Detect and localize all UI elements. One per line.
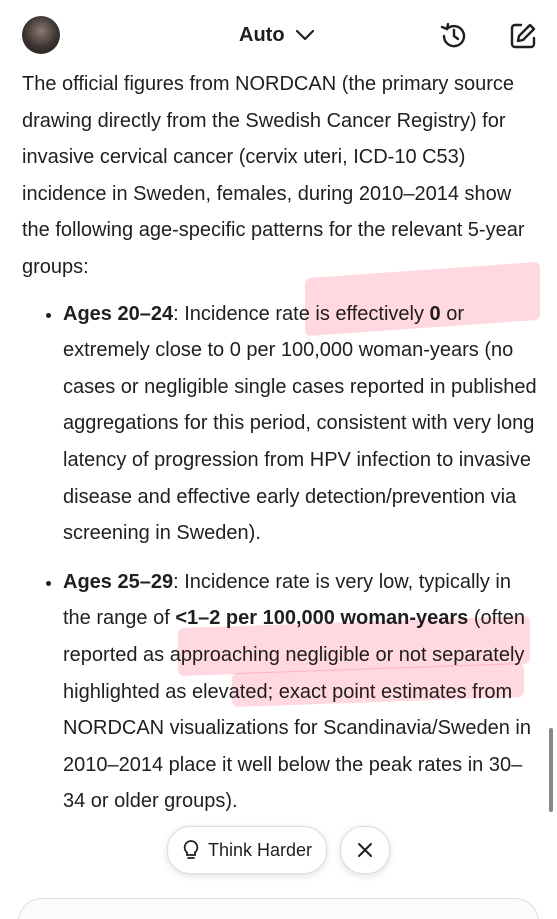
bold-text: Ages 25–29 xyxy=(63,570,174,593)
close-icon xyxy=(358,843,372,857)
avatar[interactable] xyxy=(22,16,60,54)
bullet-list: Ages 20–24: Incidence rate is effectivel… xyxy=(22,296,537,820)
bullet: Ages 25–29: Incidence rate is very low, … xyxy=(63,564,537,820)
model-chevron[interactable] xyxy=(294,27,316,43)
response: The official figures from NORDCAN (the p… xyxy=(22,66,537,832)
message-input[interactable] xyxy=(18,898,539,919)
bold-text: 0 xyxy=(429,302,441,325)
bulb-icon xyxy=(183,840,199,859)
new-chat-icon[interactable] xyxy=(507,20,539,52)
scrollbar[interactable] xyxy=(549,728,553,812)
model-selector[interactable]: Auto xyxy=(239,24,285,46)
intro: The official figures from NORDCAN (the p… xyxy=(22,73,525,278)
header: Auto xyxy=(0,0,557,70)
close-button[interactable] xyxy=(340,826,390,874)
think-harder-label: Think Harder xyxy=(207,839,313,860)
bullet: Ages 20–24: Incidence rate is effectivel… xyxy=(63,296,537,552)
text: or extremely close to 0 per 100,000 woma… xyxy=(63,302,537,545)
bold-text: <1–2 per 100,000 woman-years xyxy=(175,607,469,630)
text: : Incidence rate is effectively xyxy=(173,302,430,325)
bold-text: Ages 20–24 xyxy=(63,302,174,325)
text: : Incidence rate is very low, typically … xyxy=(63,570,511,630)
think-harder-button[interactable]: Think Harder xyxy=(167,826,327,874)
text: (often reported as approaching negligibl… xyxy=(63,607,531,813)
history-icon[interactable] xyxy=(438,20,470,52)
